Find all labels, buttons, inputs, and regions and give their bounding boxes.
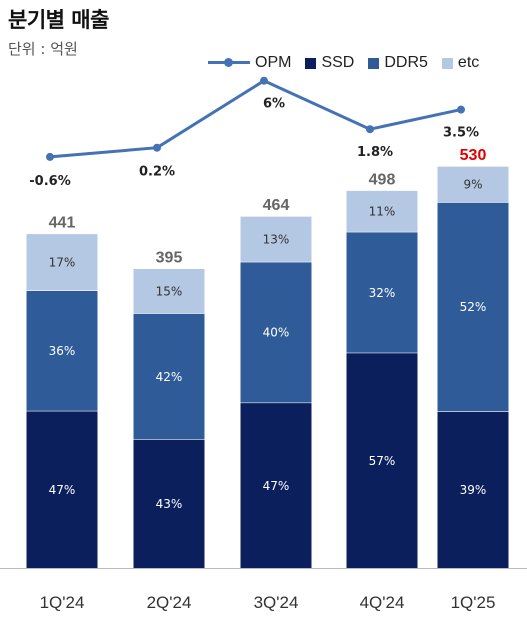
legend-label-ddr5: DDR5 [384,54,428,71]
bar-segment-ddr5 [240,261,312,403]
bar-segment-ddr5 [133,313,205,440]
etc-swatch-icon [441,57,453,69]
bar-segment-label: 47% [49,483,76,497]
bar-total-label: 530 [460,147,487,164]
opm-data-label: 0.2% [139,165,175,180]
bar-segment-label: 43% [156,497,183,511]
bar-total-label: 464 [263,197,290,214]
opm-point [46,152,54,161]
bar-segment-label: 42% [156,370,183,384]
bar-segment-ssd [133,439,205,568]
bar-total-label: 395 [156,249,183,266]
x-tick-label: 1Q'24 [40,593,85,612]
opm-data-label: 6% [263,97,285,112]
bar-segment-label: 9% [463,178,482,192]
bar-segment-label: 17% [49,255,76,269]
legend-label-opm: OPM [255,54,292,71]
x-tick-label: 3Q'24 [254,593,299,612]
bar-total-label: 498 [369,171,396,188]
bar-segment-ssd [437,411,509,568]
x-tick-label: 1Q'25 [451,593,496,612]
bar-segment-etc [133,268,205,314]
bar-total-label: 441 [49,215,76,232]
bar-segment-ssd [240,402,312,568]
ddr5-swatch-icon [368,57,380,69]
bar-segment-label: 11% [369,205,396,219]
x-tick-label: 4Q'24 [360,593,405,612]
bar-segment-etc [240,216,312,262]
bar-segment-label: 47% [263,479,290,493]
bar-segment-label: 13% [263,232,290,246]
bar-segment-ddr5 [26,290,98,411]
opm-data-label: 1.8% [357,145,393,160]
legend-item-ssd: SSD [305,54,354,72]
bar-segment-label: 40% [263,326,290,340]
opm-line [49,79,462,159]
legend-item-ddr5: DDR5 [368,54,428,72]
bar-segment-label: 57% [369,454,396,468]
bar-segment-label: 32% [369,286,396,300]
opm-point [260,76,268,85]
bar-segment-etc [26,233,98,291]
opm-point [153,143,161,152]
opm-point [366,125,374,134]
bar-segment-label: 36% [49,344,76,358]
bar-segment-ddr5 [346,231,418,353]
unit-label: 단위 : 억원 [8,40,78,58]
opm-data-label: -0.6% [29,174,70,189]
opm-line-marker-icon [208,58,250,67]
opm-point [457,105,465,114]
bar-segment-label: 39% [460,483,487,497]
legend-label-etc: etc [457,54,480,71]
legend-item-opm: OPM [208,54,291,72]
bar-segment-etc [437,165,509,203]
bar-segment-label: 15% [156,284,183,298]
legend-item-etc: etc [441,54,480,72]
chart-legend: OPM SSD DDR5 etc [208,54,479,72]
bar-segment-etc [346,190,418,232]
bar-segment-label: 52% [460,300,487,314]
opm-data-label: 3.5% [443,126,479,141]
bar-segment-ssd [26,410,98,568]
bar-segment-ssd [346,352,418,568]
legend-label-ssd: SSD [321,54,355,71]
ssd-swatch-icon [305,57,317,69]
bar-segment-ddr5 [437,202,509,412]
chart-title: 분기별 매출 [8,8,109,32]
x-tick-label: 2Q'24 [147,593,192,612]
